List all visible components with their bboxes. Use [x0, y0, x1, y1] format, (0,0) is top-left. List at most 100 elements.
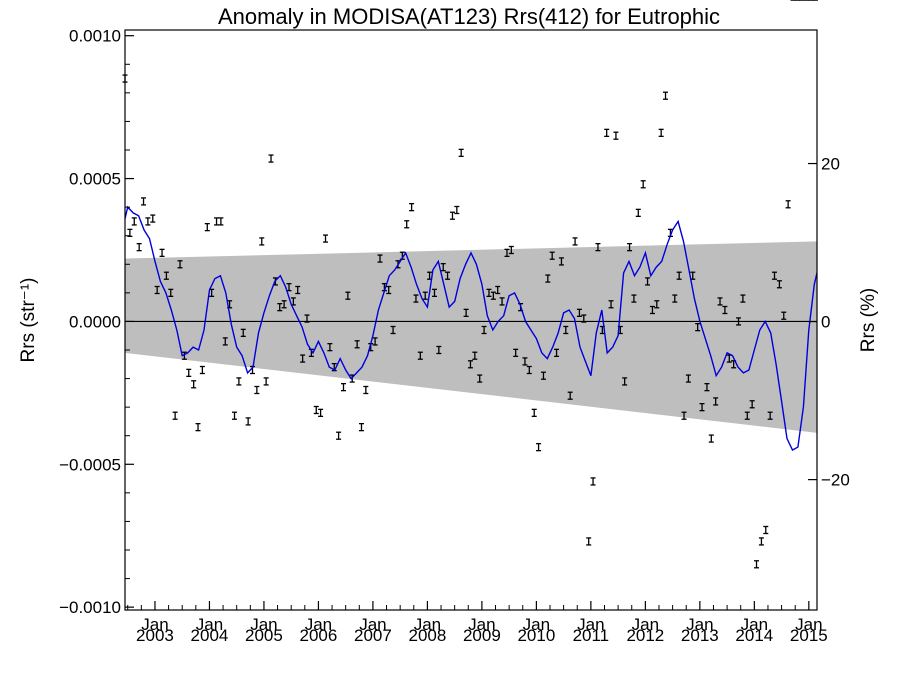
- x-tick-year: 2012: [626, 626, 664, 645]
- data-point: [513, 348, 519, 358]
- data-point: [640, 180, 646, 189]
- data-point: [222, 337, 228, 346]
- data-point: [695, 322, 701, 332]
- data-point: [413, 294, 419, 303]
- data-points: [122, 0, 818, 569]
- data-point: [767, 411, 773, 420]
- data-point: [449, 211, 455, 220]
- x-tick-year: 2011: [573, 626, 610, 645]
- x-tick-month: Jan: [141, 615, 168, 634]
- x-tick-month: Jan: [632, 615, 659, 634]
- data-point: [604, 128, 610, 138]
- data-point: [336, 431, 342, 440]
- data-point: [785, 200, 791, 209]
- data-point: [622, 377, 628, 386]
- left-tick-label: −0.0005: [59, 455, 121, 474]
- data-point: [654, 300, 660, 309]
- data-point: [708, 434, 714, 443]
- data-point: [699, 402, 705, 412]
- data-point: [168, 288, 174, 298]
- data-point: [508, 245, 514, 255]
- data-point: [744, 411, 750, 420]
- data-point: [323, 234, 329, 243]
- data-point: [304, 314, 310, 323]
- x-tick-month: Jan: [468, 615, 495, 634]
- data-point: [736, 317, 742, 326]
- data-point: [377, 254, 383, 263]
- x-tick-year: 2009: [463, 626, 501, 645]
- data-point: [214, 217, 220, 226]
- data-point: [354, 340, 360, 349]
- data-point: [358, 422, 364, 432]
- left-tick-label: 0.0000: [69, 312, 121, 331]
- x-tick-year: 2013: [681, 626, 719, 645]
- data-point: [463, 308, 469, 318]
- data-point: [526, 365, 532, 375]
- x-tick-year: 2005: [245, 626, 283, 645]
- data-point: [436, 345, 442, 355]
- plot-area: [122, 0, 818, 569]
- data-point: [295, 285, 301, 295]
- data-point: [417, 351, 423, 360]
- data-point: [277, 302, 283, 312]
- x-tick-year: 2003: [136, 626, 174, 645]
- data-point: [199, 365, 205, 375]
- data-point: [658, 128, 664, 138]
- data-point: [440, 262, 446, 272]
- data-point: [608, 300, 614, 309]
- data-point: [763, 525, 769, 535]
- x-tick-year: 2004: [191, 626, 229, 645]
- data-point: [554, 348, 560, 358]
- x-tick-year: 2015: [790, 626, 828, 645]
- data-point: [127, 228, 133, 238]
- data-point: [495, 285, 501, 295]
- data-point: [771, 271, 777, 280]
- data-point: [404, 220, 410, 229]
- data-point: [522, 357, 528, 366]
- data-point: [240, 328, 246, 338]
- data-point: [159, 248, 165, 258]
- data-point: [186, 368, 192, 378]
- x-tick-month: Jan: [577, 615, 604, 634]
- data-point: [163, 271, 169, 280]
- data-point: [649, 305, 655, 315]
- x-tick-month: Jan: [523, 615, 550, 634]
- x-tick-year: 2006: [300, 626, 338, 645]
- left-tick-label: 0.0005: [69, 170, 121, 189]
- x-tick-month: Jan: [305, 615, 332, 634]
- data-point: [754, 560, 760, 569]
- data-point: [685, 374, 691, 383]
- data-point: [672, 294, 678, 303]
- right-tick-label: −20: [821, 471, 850, 490]
- data-point: [263, 377, 269, 386]
- plot-frame: [124, 29, 818, 611]
- data-point: [581, 314, 587, 323]
- data-point: [254, 385, 260, 395]
- uncertainty-band: [125, 241, 817, 433]
- data-point: [300, 354, 306, 363]
- left-tick-label: −0.0010: [59, 598, 121, 617]
- data-point: [545, 274, 551, 283]
- data-point: [713, 397, 719, 406]
- data-point: [490, 291, 496, 300]
- data-point: [372, 337, 378, 346]
- data-point: [191, 380, 197, 389]
- right-tick-label: 20: [821, 155, 840, 174]
- data-point: [576, 308, 582, 318]
- x-tick-month: Jan: [250, 615, 277, 634]
- data-point: [431, 288, 437, 298]
- data-point: [635, 208, 641, 218]
- data-point: [631, 294, 637, 303]
- data-point: [232, 411, 238, 420]
- data-point: [536, 442, 542, 452]
- data-point: [409, 202, 415, 212]
- data-point: [645, 277, 651, 286]
- x-tick-year: 2014: [735, 626, 773, 645]
- data-point: [590, 477, 596, 486]
- right-axis: 20 0 −20: [808, 155, 850, 490]
- data-point: [613, 131, 619, 140]
- data-point: [268, 154, 274, 163]
- data-point: [749, 400, 755, 409]
- data-point: [540, 371, 546, 380]
- data-point: [499, 297, 505, 306]
